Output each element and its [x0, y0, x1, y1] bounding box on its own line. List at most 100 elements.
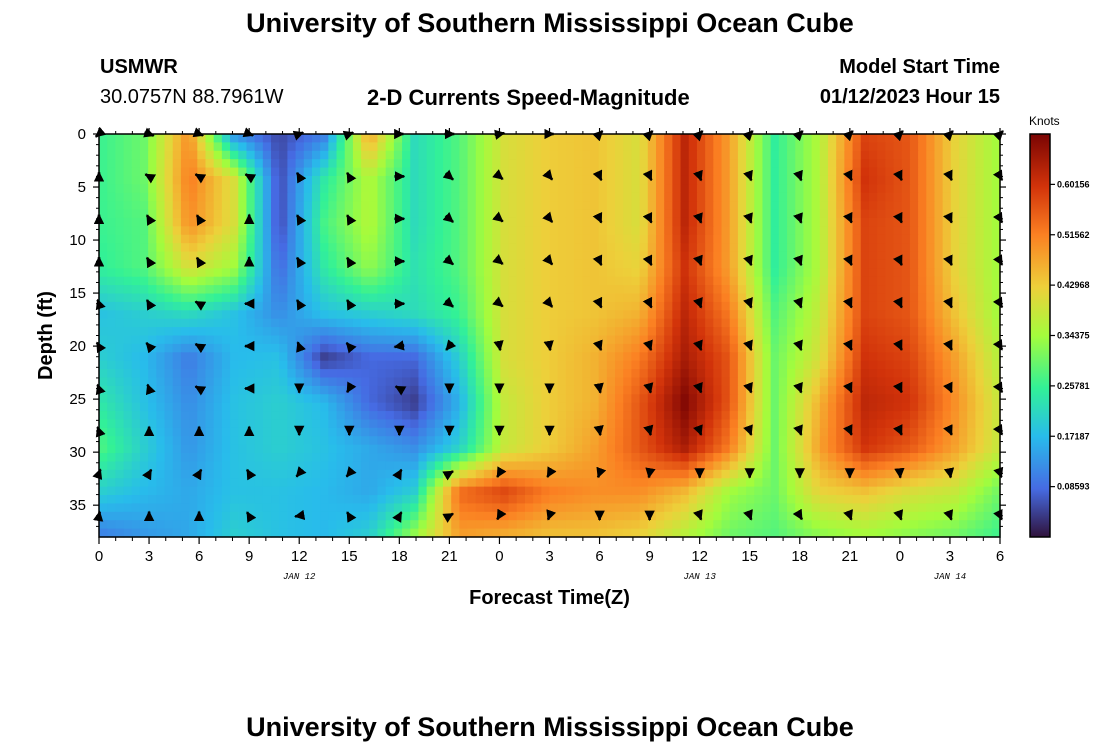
heat-cell	[975, 343, 985, 353]
heat-cell	[377, 402, 387, 412]
heat-cell	[623, 175, 633, 185]
heat-cell	[402, 369, 411, 379]
heat-cell	[500, 419, 510, 429]
heat-cell	[811, 259, 821, 269]
heat-cell	[451, 217, 460, 227]
heat-cell	[369, 360, 379, 370]
heat-cell	[148, 411, 157, 421]
heat-cell	[172, 217, 182, 227]
heat-cell	[180, 352, 190, 362]
heat-cell	[819, 377, 829, 387]
heat-cell	[885, 343, 895, 353]
heat-cell	[787, 444, 796, 454]
heat-cell	[180, 453, 190, 463]
heat-cell	[172, 318, 182, 328]
heat-cell	[500, 394, 510, 404]
heat-cell	[279, 369, 288, 379]
heat-cell	[705, 469, 714, 479]
heat-cell	[705, 360, 714, 370]
heat-cell	[279, 159, 288, 169]
heat-cell	[418, 377, 428, 387]
heat-cell	[131, 461, 141, 471]
heat-cell	[557, 134, 567, 143]
heat-cell	[139, 511, 149, 521]
heat-cell	[418, 411, 428, 421]
heat-cell	[107, 503, 116, 513]
heat-cell	[295, 377, 305, 387]
heat-cell	[623, 251, 633, 261]
heat-cell	[459, 385, 469, 395]
heat-cell	[623, 134, 633, 143]
heat-cell	[950, 394, 960, 404]
heat-cell	[189, 285, 198, 295]
heat-cell	[352, 192, 362, 202]
heat-cell	[852, 293, 862, 303]
heat-cell	[139, 461, 149, 471]
heat-cell	[795, 495, 805, 505]
heat-cell	[271, 377, 280, 387]
heat-cell	[352, 276, 362, 286]
heat-cell	[590, 259, 600, 269]
heat-cell	[615, 209, 624, 219]
heat-cell	[238, 411, 248, 421]
heat-cell	[582, 385, 592, 395]
heat-cell	[533, 150, 542, 160]
heat-cell	[844, 175, 854, 185]
heat-cell	[967, 301, 977, 311]
heat-cell	[205, 268, 215, 278]
heat-cell	[877, 352, 886, 362]
heat-cell	[295, 327, 305, 337]
heat-cell	[254, 201, 264, 211]
heat-cell	[131, 142, 141, 152]
heat-cell	[500, 285, 510, 295]
heat-cell	[959, 444, 968, 454]
heat-cell	[434, 352, 444, 362]
heat-cell	[295, 495, 305, 505]
heat-cell	[279, 243, 288, 253]
heat-cell	[950, 377, 960, 387]
heat-cell	[377, 192, 387, 202]
heat-cell	[901, 234, 911, 244]
heat-cell	[778, 444, 788, 454]
heat-cell	[213, 318, 223, 328]
heat-cell	[385, 251, 395, 261]
heat-cell	[311, 495, 321, 505]
heat-cell	[557, 478, 567, 488]
heat-cell	[852, 444, 862, 454]
heat-cell	[909, 167, 919, 177]
heat-cell	[918, 243, 927, 253]
heat-cell	[795, 201, 805, 211]
heat-cell	[901, 134, 911, 143]
heat-cell	[434, 134, 444, 143]
heat-cell	[729, 159, 739, 169]
heat-cell	[778, 495, 788, 505]
heat-cell	[434, 184, 444, 194]
heat-cell	[156, 192, 166, 202]
heat-cell	[959, 301, 968, 311]
heat-cell	[197, 293, 207, 303]
heat-cell	[164, 310, 174, 320]
heat-cell	[500, 486, 510, 496]
heat-cell	[172, 134, 182, 143]
heat-cell	[303, 217, 313, 227]
heat-cell	[598, 167, 608, 177]
heat-cell	[262, 226, 272, 236]
heat-cell	[213, 192, 223, 202]
heat-cell	[787, 427, 796, 437]
heat-cell	[574, 503, 583, 513]
heat-cell	[696, 419, 706, 429]
heat-cell	[549, 453, 559, 463]
heat-cell	[279, 486, 288, 496]
heat-cell	[770, 495, 780, 505]
heat-cell	[139, 159, 149, 169]
heat-cell	[680, 377, 690, 387]
heat-cell	[696, 243, 706, 253]
heat-cell	[639, 201, 649, 211]
heat-cell	[115, 217, 125, 227]
heat-cell	[615, 167, 624, 177]
heat-cell	[827, 184, 837, 194]
heat-cell	[148, 184, 157, 194]
heat-cell	[467, 285, 477, 295]
heat-cell	[230, 301, 239, 311]
heat-cell	[975, 402, 985, 412]
